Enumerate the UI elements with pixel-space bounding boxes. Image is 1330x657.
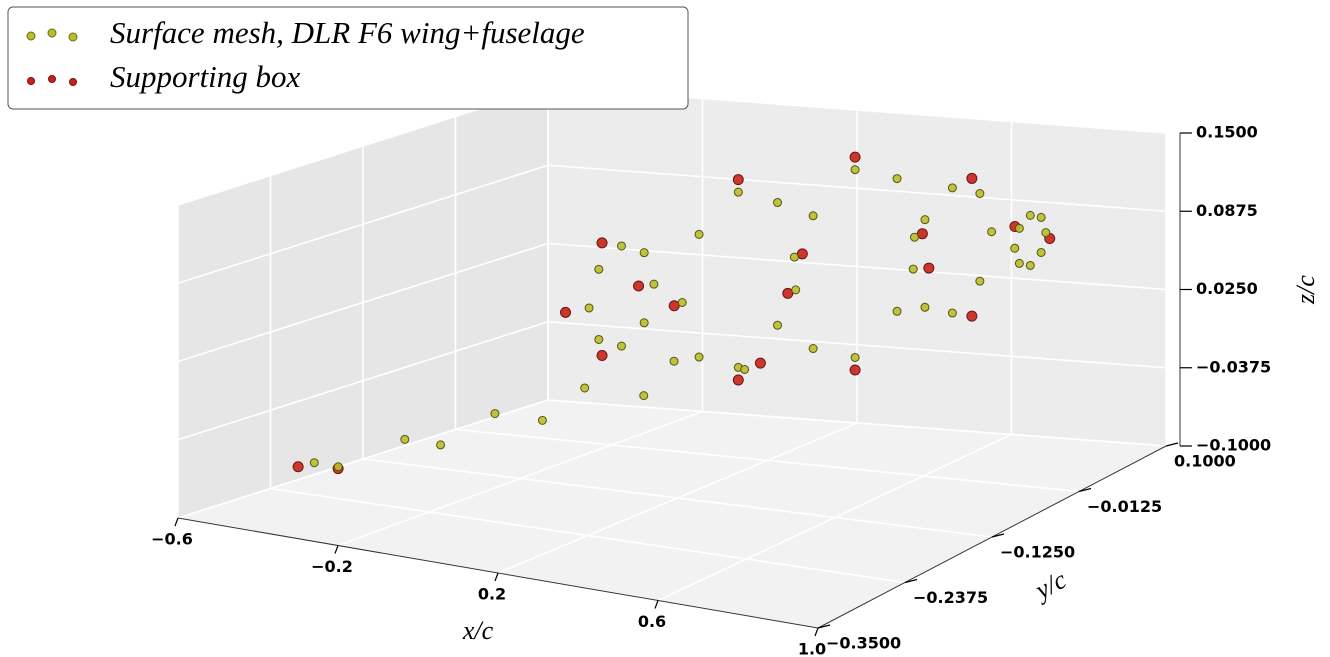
mesh-point xyxy=(921,303,929,311)
mesh-point xyxy=(921,216,929,224)
mesh-point xyxy=(670,357,678,365)
y-tick-label: −0.0125 xyxy=(1087,497,1162,516)
mesh-point xyxy=(948,184,956,192)
z-tick-label: 0.0875 xyxy=(1196,201,1258,220)
mesh-point xyxy=(678,299,686,307)
tick-mark xyxy=(655,601,658,609)
mesh-point xyxy=(967,311,977,321)
mesh-point xyxy=(1015,259,1023,267)
mesh-point xyxy=(809,345,817,353)
mesh-point xyxy=(976,190,984,198)
mesh-point xyxy=(851,166,859,174)
y-tick-label: −0.2375 xyxy=(913,588,988,607)
z-axis-label: z/c xyxy=(1291,275,1320,305)
mesh-point xyxy=(733,375,743,385)
mesh-point xyxy=(695,230,703,238)
mesh-point xyxy=(733,175,743,185)
mesh-point xyxy=(618,242,626,250)
mesh-point xyxy=(976,277,984,285)
mesh-point xyxy=(1026,211,1034,219)
mesh-point xyxy=(755,358,765,368)
x-axis-label: x/c xyxy=(462,616,494,645)
mesh-point xyxy=(774,321,782,329)
mesh-point xyxy=(893,175,901,183)
mesh-point xyxy=(734,188,742,196)
mesh-point xyxy=(561,307,571,317)
mesh-point xyxy=(293,462,303,472)
mesh-point xyxy=(437,441,445,449)
legend: Surface mesh, DLR F6 wing+fuselage Suppo… xyxy=(8,7,688,109)
y-tick-label: −0.3500 xyxy=(826,634,901,653)
mesh-point xyxy=(1037,213,1045,221)
mesh-point xyxy=(910,233,918,241)
mesh-point xyxy=(634,281,644,291)
tick-mark xyxy=(1166,443,1178,446)
mesh-point xyxy=(595,265,603,273)
mesh-point xyxy=(850,365,860,375)
chart: −0.6−0.20.20.61.00.1000−0.0125−0.1250−0.… xyxy=(0,0,1330,657)
mesh-point xyxy=(909,265,917,273)
mesh-point xyxy=(334,463,342,471)
mesh-point xyxy=(669,301,679,311)
tick-mark xyxy=(495,573,498,581)
mesh-point xyxy=(585,304,593,312)
mesh-point xyxy=(597,238,607,248)
mesh-point xyxy=(650,280,658,288)
x-tick-label: 1.0 xyxy=(798,640,826,657)
mesh-point xyxy=(774,199,782,207)
y-axis-label: y/c xyxy=(1028,565,1071,606)
mesh-point xyxy=(967,173,977,183)
mesh-point xyxy=(1042,229,1050,237)
z-tick-label: −0.1000 xyxy=(1196,436,1271,455)
mesh-point xyxy=(640,249,648,257)
mesh-point xyxy=(924,263,934,273)
legend-label: Surface mesh, DLR F6 wing+fuselage xyxy=(110,15,585,50)
x-tick-label: 0.2 xyxy=(478,585,506,604)
mesh-point xyxy=(851,353,859,361)
mesh-point xyxy=(401,435,409,443)
mesh-point xyxy=(809,212,817,220)
mesh-point xyxy=(491,410,499,418)
mesh-point xyxy=(595,335,603,343)
z-tick-label: −0.0375 xyxy=(1196,357,1271,376)
mesh-point xyxy=(893,307,901,315)
mesh-point xyxy=(310,459,318,467)
tick-mark xyxy=(175,518,178,526)
x-tick-label: −0.6 xyxy=(151,530,193,549)
tick-mark xyxy=(815,628,818,636)
mesh-point xyxy=(1037,248,1045,256)
mesh-point xyxy=(948,309,956,317)
mesh-point xyxy=(790,253,798,261)
legend-label: Supporting box xyxy=(110,59,301,94)
mesh-point xyxy=(640,392,648,400)
mesh-point xyxy=(695,353,703,361)
y-tick-label: −0.1250 xyxy=(1000,543,1075,562)
z-tick-label: 0.0250 xyxy=(1196,279,1258,298)
mesh-point xyxy=(850,152,860,162)
x-tick-label: 0.6 xyxy=(638,612,666,631)
mesh-point xyxy=(1026,261,1034,269)
tick-mark xyxy=(335,546,338,554)
mesh-point xyxy=(797,249,807,259)
mesh-point xyxy=(1015,224,1023,232)
x-tick-label: −0.2 xyxy=(311,557,353,576)
mesh-point xyxy=(597,351,607,361)
mesh-point xyxy=(1011,244,1019,252)
mesh-point xyxy=(581,384,589,392)
mesh-point xyxy=(618,342,626,350)
mesh-point xyxy=(640,319,648,327)
plot-area: −0.6−0.20.20.61.00.1000−0.0125−0.1250−0.… xyxy=(151,87,1320,657)
mesh-point xyxy=(988,228,996,236)
z-tick-label: 0.1500 xyxy=(1196,123,1258,142)
mesh-point xyxy=(741,365,749,373)
mesh-point xyxy=(538,416,546,424)
mesh-point xyxy=(792,286,800,294)
